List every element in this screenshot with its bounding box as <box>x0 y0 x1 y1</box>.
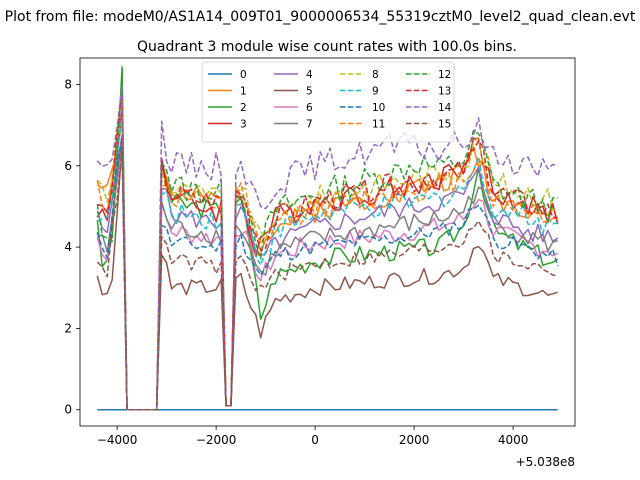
legend-label-11: 11 <box>372 119 385 131</box>
series-line-9 <box>96 116 558 411</box>
series-line-15 <box>96 147 558 411</box>
series-line-10 <box>96 137 559 411</box>
y-tick-label: 4 <box>64 240 72 254</box>
y-tick-label: 8 <box>64 77 72 91</box>
series-line-1 <box>96 117 559 411</box>
series-line-11 <box>96 98 558 411</box>
legend-label-6: 6 <box>306 102 313 114</box>
y-axis: 0 2 4 6 8 <box>64 77 80 417</box>
series-line-12 <box>96 82 558 411</box>
series-line-6 <box>96 153 559 411</box>
y-tick-label: 6 <box>64 159 72 173</box>
legend-label-12: 12 <box>438 69 451 81</box>
plot-frame <box>79 57 576 427</box>
legend-label-3: 3 <box>240 119 247 131</box>
series-line-4 <box>96 134 559 411</box>
legend-label-8: 8 <box>372 69 379 81</box>
y-tick-label: 0 <box>64 403 72 417</box>
series-line-14 <box>96 84 558 411</box>
legend-label-9: 9 <box>372 86 379 98</box>
x-offset-text: +5.038e8 <box>516 455 575 469</box>
legend-label-14: 14 <box>438 102 452 114</box>
series-layer <box>96 66 559 411</box>
x-tick-label: 2000 <box>399 433 430 447</box>
series-line-13 <box>97 93 558 411</box>
x-axis: −4000 −2000 0 2000 4000 <box>97 426 529 447</box>
legend-label-2: 2 <box>240 102 247 114</box>
x-tick-label: −4000 <box>97 433 138 447</box>
legend-label-15: 15 <box>438 119 451 131</box>
legend-label-5: 5 <box>306 86 313 98</box>
legend-label-1: 1 <box>240 86 247 98</box>
series-line-5 <box>96 143 558 411</box>
legend-label-0: 0 <box>240 69 247 81</box>
chart-title: Quadrant 3 module wise count rates with … <box>137 39 517 55</box>
x-tick-label: 0 <box>311 433 319 447</box>
legend-box <box>201 61 455 143</box>
figure-suptitle: Plot from file: modeM0/AS1A14_009T01_900… <box>5 9 636 25</box>
x-tick-label: −2000 <box>196 433 237 447</box>
y-tick-label: 2 <box>64 321 72 335</box>
x-tick-label: 4000 <box>498 433 529 447</box>
legend-label-10: 10 <box>372 102 385 114</box>
legend-label-4: 4 <box>306 69 313 81</box>
series-line-8 <box>96 116 558 411</box>
series-line-7 <box>96 138 558 411</box>
legend-label-13: 13 <box>438 86 451 98</box>
legend-label-7: 7 <box>306 119 313 131</box>
